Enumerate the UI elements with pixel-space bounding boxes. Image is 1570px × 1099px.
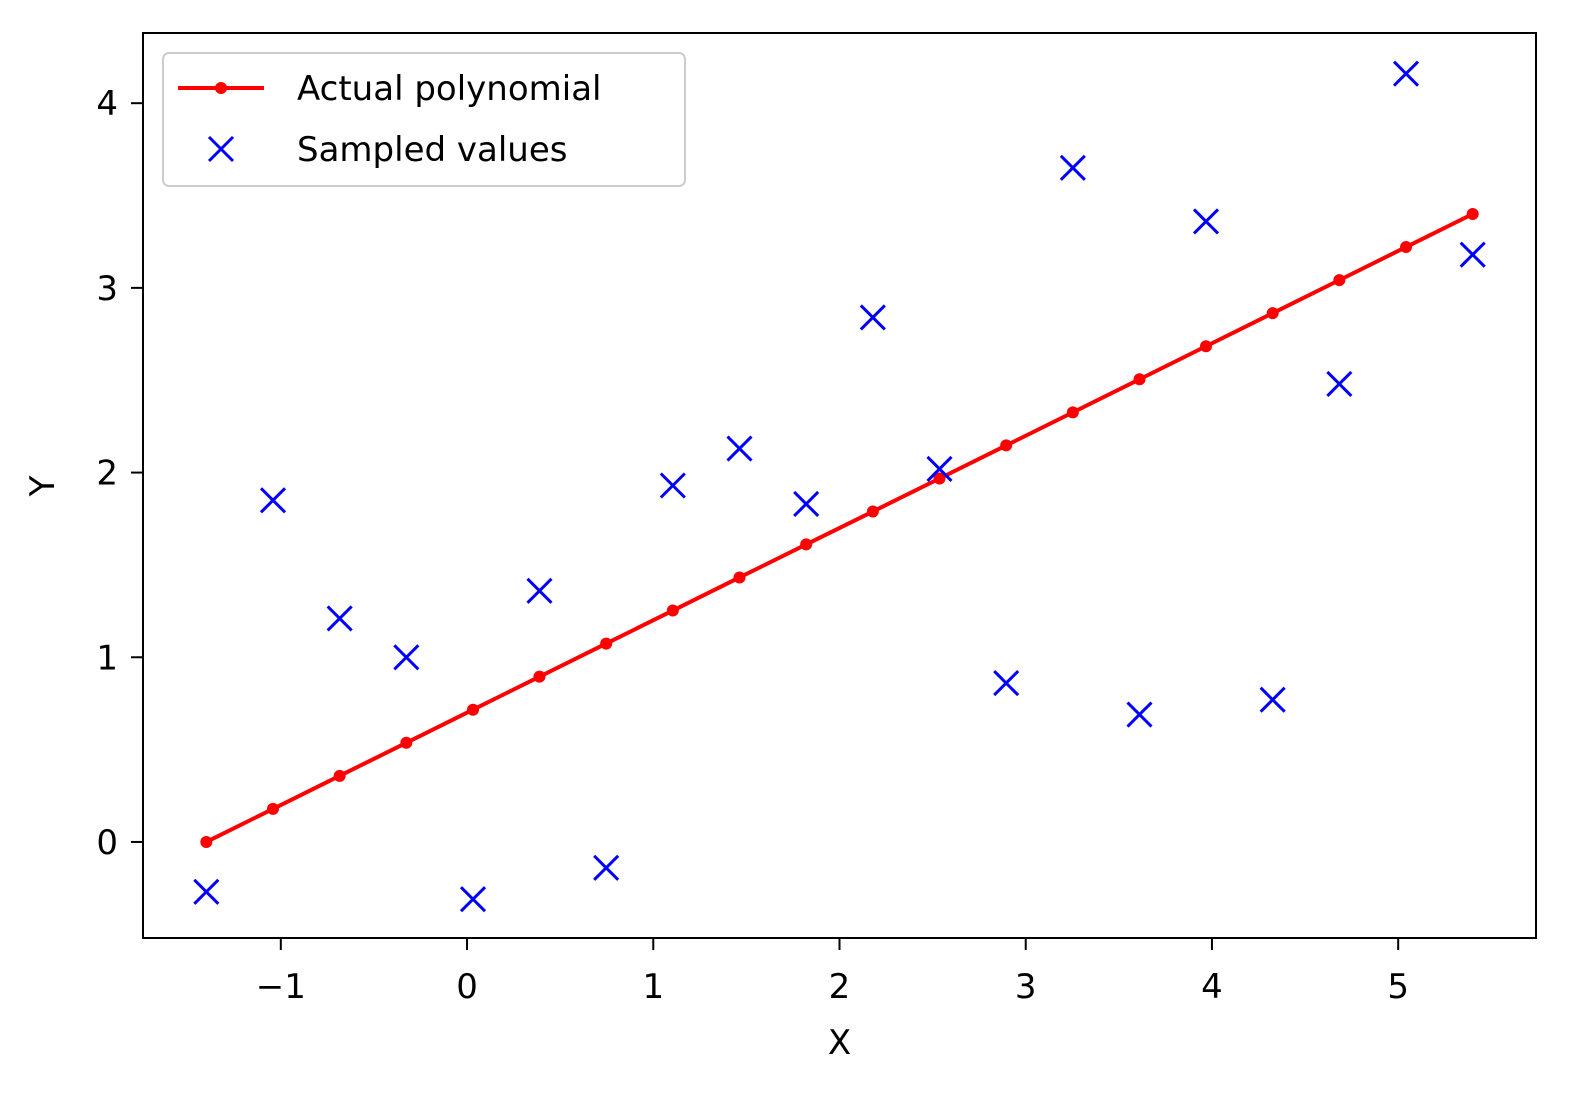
x-tick-label: 5 bbox=[1387, 967, 1409, 1007]
plot-content bbox=[193, 60, 1486, 913]
sampled-value-point bbox=[259, 487, 287, 514]
legend-label-actual: Actual polynomial bbox=[297, 69, 601, 109]
legend-frame bbox=[162, 52, 686, 187]
y-tick-label: 2 bbox=[96, 454, 118, 494]
legend: Actual polynomial Sampled values bbox=[162, 52, 686, 187]
actual-polynomial-point bbox=[600, 637, 613, 650]
actual-polynomial-point bbox=[666, 604, 679, 617]
sampled-value-point bbox=[993, 670, 1020, 697]
y-tick-label: 1 bbox=[96, 638, 118, 678]
actual-polynomial-line bbox=[205, 212, 1474, 844]
actual-polynomial-point bbox=[1400, 241, 1413, 254]
x-axis-label: X bbox=[828, 1023, 851, 1063]
sampled-value-point bbox=[326, 605, 353, 632]
sampled-value-point bbox=[1392, 60, 1420, 87]
y-tick-label: 3 bbox=[96, 269, 118, 309]
legend-dot-marker bbox=[215, 82, 227, 94]
sampled-value-point bbox=[526, 577, 553, 604]
axes-frame bbox=[142, 32, 1537, 939]
actual-polynomial-point bbox=[1200, 340, 1213, 353]
actual-polynomial-point bbox=[866, 505, 879, 518]
actual-polynomial-point bbox=[1133, 373, 1146, 386]
legend-x-marker bbox=[207, 135, 235, 163]
y-tick-label: 4 bbox=[96, 84, 118, 124]
sampled-value-point bbox=[193, 878, 220, 905]
y-axis-label: Y bbox=[23, 475, 63, 497]
sampled-value-point bbox=[593, 854, 620, 881]
sampled-value-point bbox=[1059, 154, 1086, 181]
sampled-value-point bbox=[793, 490, 820, 518]
actual-polynomial-point bbox=[1266, 307, 1279, 320]
legend-label-sampled: Sampled values bbox=[297, 130, 567, 170]
sampled-value-point bbox=[726, 435, 753, 462]
actual-polynomial-point bbox=[266, 802, 279, 815]
sampled-value-point bbox=[1192, 208, 1220, 235]
actual-polynomial-point bbox=[1000, 439, 1013, 452]
actual-polynomial-point bbox=[333, 769, 346, 782]
x-tick-label: 4 bbox=[1201, 967, 1223, 1007]
actual-polynomial-point bbox=[933, 472, 946, 485]
sampled-value-point bbox=[1326, 370, 1353, 397]
sampled-value-point bbox=[393, 644, 420, 671]
sampled-value-point bbox=[1259, 686, 1286, 713]
sampled-value-point bbox=[859, 304, 886, 331]
x-axis-ticks: −1 0 1 2 3 4 5 bbox=[256, 938, 1409, 1007]
actual-polynomial-point bbox=[800, 538, 813, 551]
sampled-value-point bbox=[1126, 701, 1153, 728]
actual-polynomial-point bbox=[533, 670, 546, 683]
y-axis-ticks: 0 1 2 3 4 bbox=[96, 84, 143, 863]
actual-polynomial-point bbox=[733, 571, 746, 584]
sampled-value-point bbox=[459, 886, 487, 913]
x-tick-label: 2 bbox=[829, 967, 851, 1007]
y-tick-label: 0 bbox=[96, 823, 118, 863]
x-tick-label: 0 bbox=[456, 967, 478, 1007]
sampled-value-point bbox=[1459, 241, 1486, 268]
x-tick-label: 1 bbox=[642, 967, 664, 1007]
x-tick-label: 3 bbox=[1015, 967, 1037, 1007]
actual-polynomial-point bbox=[1066, 406, 1079, 419]
sampled-value-point bbox=[926, 455, 953, 482]
x-tick-label: −1 bbox=[256, 967, 306, 1007]
actual-polynomial-point bbox=[400, 736, 413, 749]
sampled-value-point bbox=[659, 472, 686, 499]
actual-polynomial-point bbox=[1466, 208, 1479, 220]
actual-polynomial-point bbox=[200, 835, 213, 848]
actual-polynomial-point bbox=[466, 703, 479, 716]
actual-polynomial-point bbox=[1333, 274, 1346, 287]
